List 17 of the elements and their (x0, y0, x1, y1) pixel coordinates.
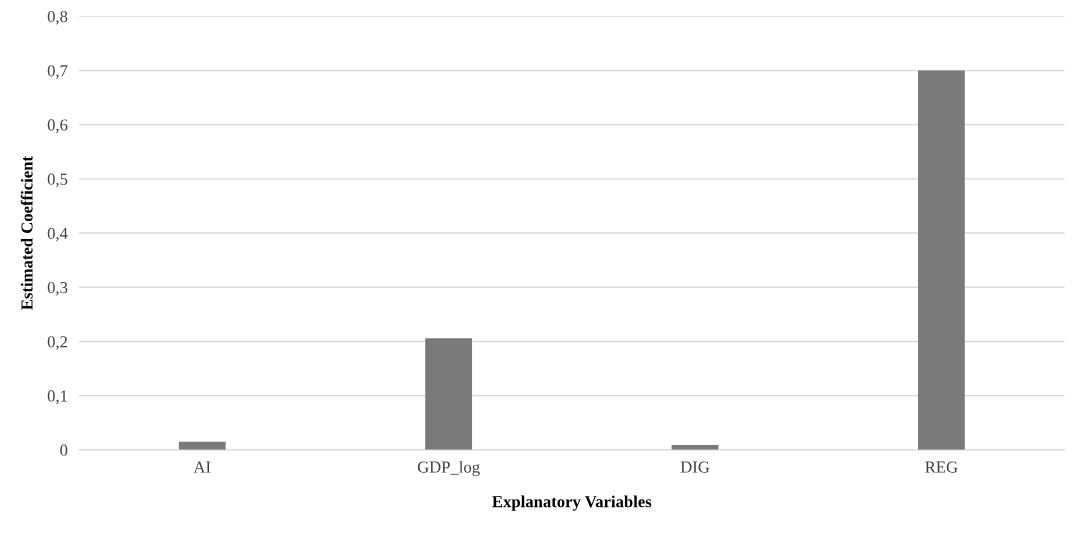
y-tick-label: 0,6 (47, 119, 68, 134)
x-tick-label: AI (193, 461, 211, 473)
x-tick-label: DIG (680, 461, 710, 473)
y-tick-label: 0,4 (47, 227, 68, 242)
y-tick-label: 0,5 (47, 173, 68, 188)
y-tick-label: 0 (60, 444, 68, 456)
x-axis-title: Explanatory Variables (492, 495, 652, 511)
x-tick-label: REG (925, 461, 958, 473)
y-axis-title: Estimated Coefficient (20, 156, 33, 310)
y-tick-label: 0,7 (47, 65, 68, 79)
x-tick-label: GDP_log (417, 460, 480, 477)
bar (425, 338, 473, 450)
y-tick-label: 0,1 (47, 390, 67, 405)
bar (917, 70, 965, 450)
y-tick-label: 0,3 (47, 281, 68, 296)
y-tick-label: 0,2 (47, 336, 68, 350)
y-tick-label: 0,8 (47, 10, 68, 25)
